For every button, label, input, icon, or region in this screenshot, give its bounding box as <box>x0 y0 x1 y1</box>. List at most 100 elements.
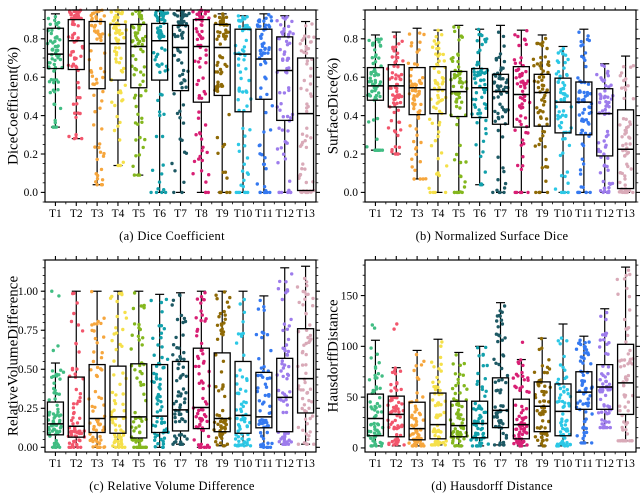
data-point <box>625 190 629 195</box>
data-point <box>163 69 167 73</box>
data-point <box>266 51 270 55</box>
data-point <box>407 441 411 445</box>
outlier-point <box>370 323 374 327</box>
data-point <box>300 167 304 171</box>
data-point <box>182 150 187 154</box>
data-point <box>626 268 631 272</box>
data-point <box>559 190 564 195</box>
data-point <box>562 390 566 394</box>
data-point <box>398 369 403 373</box>
data-point <box>100 351 104 355</box>
data-point <box>414 152 418 157</box>
data-point <box>244 389 248 393</box>
data-point <box>584 348 589 352</box>
x-tick-label: T9 <box>216 458 229 470</box>
data-point <box>312 35 316 39</box>
category-T5 <box>449 24 469 195</box>
subplot-caption-b: (b) Normalized Surface Dice <box>415 229 569 243</box>
data-point <box>136 122 140 126</box>
data-point <box>303 409 307 413</box>
data-point <box>56 20 61 25</box>
data-point <box>483 170 487 174</box>
data-point <box>218 419 223 424</box>
data-point <box>532 63 536 68</box>
data-point <box>458 106 462 110</box>
category-T3 <box>87 8 107 187</box>
data-point <box>560 113 565 117</box>
data-point <box>221 19 225 23</box>
data-point <box>368 94 373 98</box>
data-point <box>418 177 422 181</box>
data-point <box>149 298 153 303</box>
data-point <box>301 162 305 166</box>
data-point <box>561 412 565 416</box>
data-point <box>603 331 608 336</box>
data-point <box>156 63 161 68</box>
data-point <box>496 325 500 329</box>
data-point <box>578 359 583 363</box>
data-point <box>160 405 164 409</box>
data-point <box>515 427 519 431</box>
data-point <box>222 321 226 325</box>
data-point <box>378 396 382 400</box>
data-point <box>518 424 522 428</box>
data-point <box>372 67 377 72</box>
data-point <box>80 136 84 141</box>
data-point <box>603 410 608 414</box>
data-point <box>255 23 260 27</box>
x-tick-label: T9 <box>536 208 549 220</box>
data-point <box>138 430 142 435</box>
x-tick-label: T12 <box>595 458 614 470</box>
data-point <box>503 336 507 340</box>
data-point <box>462 437 466 441</box>
data-point <box>224 15 229 19</box>
data-point <box>438 355 443 360</box>
data-point <box>299 49 304 53</box>
y-tick-label: 0 <box>352 443 358 455</box>
data-point <box>174 440 178 444</box>
data-point <box>58 377 62 381</box>
data-point <box>431 380 435 384</box>
data-point <box>310 22 314 26</box>
data-point <box>623 132 627 136</box>
data-point <box>373 440 377 444</box>
data-point <box>221 144 225 149</box>
data-point <box>628 308 632 312</box>
data-point <box>474 444 479 448</box>
data-point <box>374 148 379 152</box>
data-point <box>56 407 60 411</box>
data-point <box>539 435 544 439</box>
data-point <box>132 96 137 100</box>
data-point <box>176 34 180 38</box>
data-point <box>622 439 626 443</box>
data-point <box>136 42 140 46</box>
data-point <box>304 371 308 375</box>
data-point <box>624 117 628 122</box>
data-point <box>49 31 53 36</box>
data-point <box>309 40 313 44</box>
data-point <box>99 18 103 22</box>
data-point <box>222 290 227 294</box>
data-point <box>178 405 182 410</box>
data-point <box>214 436 219 440</box>
data-point <box>376 423 381 427</box>
data-point <box>373 54 378 59</box>
data-point <box>589 362 593 366</box>
data-point <box>282 91 287 95</box>
data-point <box>538 400 542 404</box>
data-point <box>581 361 585 365</box>
data-point <box>245 424 249 429</box>
data-point <box>629 65 633 69</box>
data-point <box>238 302 242 306</box>
data-point <box>619 71 624 75</box>
data-point <box>631 190 635 195</box>
data-point <box>307 340 311 345</box>
data-point <box>242 162 246 166</box>
data-point <box>460 421 464 425</box>
data-point <box>437 59 441 63</box>
data-point <box>484 40 488 44</box>
data-point <box>518 61 523 65</box>
data-point <box>502 443 506 447</box>
x-tick-label: T3 <box>91 208 104 220</box>
data-point <box>238 368 242 372</box>
